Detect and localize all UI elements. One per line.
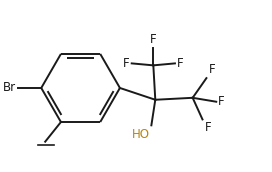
Text: F: F <box>208 63 215 76</box>
Text: F: F <box>205 121 211 134</box>
Text: HO: HO <box>131 128 149 141</box>
Text: F: F <box>150 33 157 46</box>
Text: F: F <box>123 57 130 70</box>
Text: F: F <box>218 95 225 108</box>
Text: Br: Br <box>2 82 16 94</box>
Text: F: F <box>177 57 184 70</box>
